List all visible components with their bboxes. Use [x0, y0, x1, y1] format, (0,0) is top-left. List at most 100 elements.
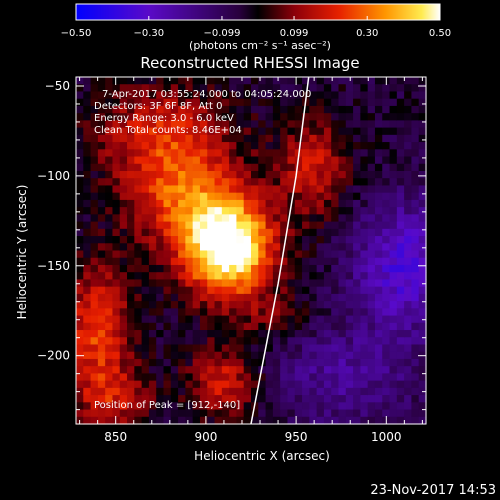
heatmap-cell — [389, 163, 398, 172]
heatmap-cell — [199, 330, 208, 338]
heatmap-cell — [97, 301, 106, 309]
heatmap-cell — [345, 373, 354, 382]
heatmap-cell — [112, 105, 121, 114]
heatmap-cell — [272, 272, 281, 281]
heatmap-cell — [280, 91, 289, 100]
heatmap-cell — [199, 91, 208, 100]
heatmap-cell — [294, 272, 303, 281]
heatmap-cell — [97, 409, 106, 418]
heatmap-cell — [141, 120, 150, 129]
heatmap-cell — [90, 91, 99, 100]
heatmap-cell — [185, 366, 194, 374]
heatmap-cell — [411, 170, 420, 179]
heatmap-cell — [170, 214, 179, 223]
heatmap-cell — [374, 308, 383, 317]
heatmap-cell — [243, 149, 252, 158]
heatmap-cell — [178, 199, 186, 208]
heatmap-cell — [265, 207, 274, 215]
heatmap-cell — [382, 236, 391, 244]
heatmap-cell — [127, 301, 135, 309]
heatmap-cell — [148, 120, 157, 129]
heatmap-cell — [258, 272, 267, 281]
heatmap-cell — [411, 236, 420, 244]
heatmap-cell — [331, 337, 340, 346]
heatmap-cell — [199, 402, 208, 411]
heatmap-cell — [199, 236, 208, 244]
heatmap-cell — [97, 293, 106, 302]
heatmap-cell — [316, 91, 325, 100]
heatmap-cell — [127, 134, 135, 143]
heatmap-cell — [112, 178, 121, 187]
heatmap-cell — [185, 344, 194, 353]
heatmap-cell — [251, 344, 259, 353]
heatmap-cell — [83, 301, 92, 309]
heatmap-cell — [302, 156, 310, 165]
heatmap-cell — [338, 243, 347, 252]
heatmap-cell — [178, 236, 186, 244]
heatmap-cell — [396, 301, 405, 309]
heatmap-cell — [207, 409, 216, 418]
heatmap-cell — [156, 170, 165, 179]
heatmap-cell — [112, 373, 121, 382]
heatmap-cell — [404, 272, 413, 281]
heatmap-cell — [178, 156, 186, 165]
heatmap-cell — [280, 308, 289, 317]
heatmap-cell — [221, 199, 230, 208]
heatmap-cell — [389, 91, 398, 100]
heatmap-cell — [76, 163, 84, 172]
heatmap-cell — [345, 409, 354, 418]
heatmap-cell — [97, 199, 106, 208]
heatmap-cell — [272, 243, 281, 252]
colorbar-tick-label: 0.099 — [280, 28, 309, 39]
heatmap-cell — [280, 170, 289, 179]
heatmap-cell — [243, 77, 252, 85]
heatmap-cell — [97, 344, 106, 353]
heatmap-cell — [97, 315, 106, 324]
heatmap-cell — [148, 264, 157, 273]
heatmap-cell — [411, 358, 420, 367]
heatmap-cell — [90, 416, 99, 425]
heatmap-cell — [396, 322, 405, 331]
heatmap-cell — [345, 279, 354, 288]
heatmap-cell — [382, 113, 391, 121]
heatmap-cell — [243, 236, 252, 244]
heatmap-cell — [207, 366, 216, 374]
heatmap-cell — [374, 358, 383, 367]
heatmap-cell — [280, 214, 289, 223]
heatmap-cell — [243, 257, 252, 266]
heatmap-cell — [229, 250, 238, 259]
heatmap-cell — [360, 207, 369, 215]
heatmap-cell — [156, 308, 165, 317]
heatmap-cell — [148, 250, 157, 259]
heatmap-cell — [389, 214, 398, 223]
heatmap-cell — [134, 409, 143, 418]
heatmap-cell — [127, 409, 135, 418]
heatmap-cell — [360, 156, 369, 165]
heatmap-cell — [331, 221, 340, 230]
heatmap-cell — [134, 105, 143, 114]
annotation-line: Detectors: 3F 6F 8F, Att 0 — [94, 101, 222, 112]
heatmap-cell — [338, 214, 347, 223]
heatmap-cell — [404, 416, 413, 425]
heatmap-cell — [229, 77, 238, 85]
heatmap-cell — [163, 185, 172, 194]
heatmap-cell — [389, 170, 398, 179]
heatmap-cell — [127, 373, 135, 382]
heatmap-cell — [119, 127, 128, 136]
heatmap-cell — [258, 170, 267, 179]
heatmap-cell — [236, 163, 245, 172]
heatmap-cell — [360, 337, 369, 346]
heatmap-cell — [148, 293, 157, 302]
heatmap-cell — [411, 257, 420, 266]
heatmap-cell — [134, 221, 143, 230]
heatmap-cell — [404, 387, 413, 396]
heatmap-cell — [404, 301, 413, 309]
heatmap-cell — [316, 221, 325, 230]
heatmap-cell — [178, 293, 186, 302]
heatmap-cell — [105, 395, 114, 403]
heatmap-cell — [411, 387, 420, 396]
heatmap-cell — [76, 149, 84, 158]
heatmap-cell — [76, 127, 84, 136]
heatmap-cell — [207, 214, 216, 223]
heatmap-cell — [367, 120, 376, 129]
